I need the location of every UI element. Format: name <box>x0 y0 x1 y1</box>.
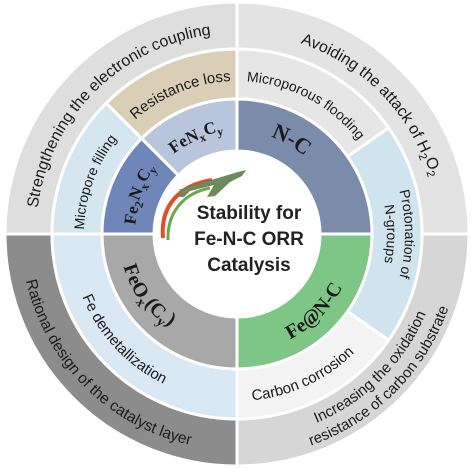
rings <box>3 0 471 468</box>
swoosh-red <box>160 178 213 239</box>
center-title: Fe-N-C ORR <box>194 229 304 250</box>
label-text: Fe <box>120 204 142 226</box>
segment-label: N-groups <box>381 203 400 265</box>
label-subscript: 2 <box>423 169 436 179</box>
label-subscript: x <box>197 130 207 145</box>
center-title: Stability for <box>197 203 302 224</box>
label-text: C <box>201 118 218 139</box>
plane <box>178 170 246 197</box>
label-text: O <box>421 155 441 172</box>
label-subscript: y <box>216 124 224 139</box>
center-title: Catalysis <box>207 255 290 276</box>
label-subscript: 2 <box>131 200 146 210</box>
label-subscript: 2 <box>416 152 429 162</box>
segment-label-path: N-groups <box>381 203 400 265</box>
airplane-icon <box>160 170 246 241</box>
label-text: N-groups <box>381 203 400 265</box>
label-subscript: x <box>137 181 152 193</box>
swoosh-green <box>166 186 211 241</box>
